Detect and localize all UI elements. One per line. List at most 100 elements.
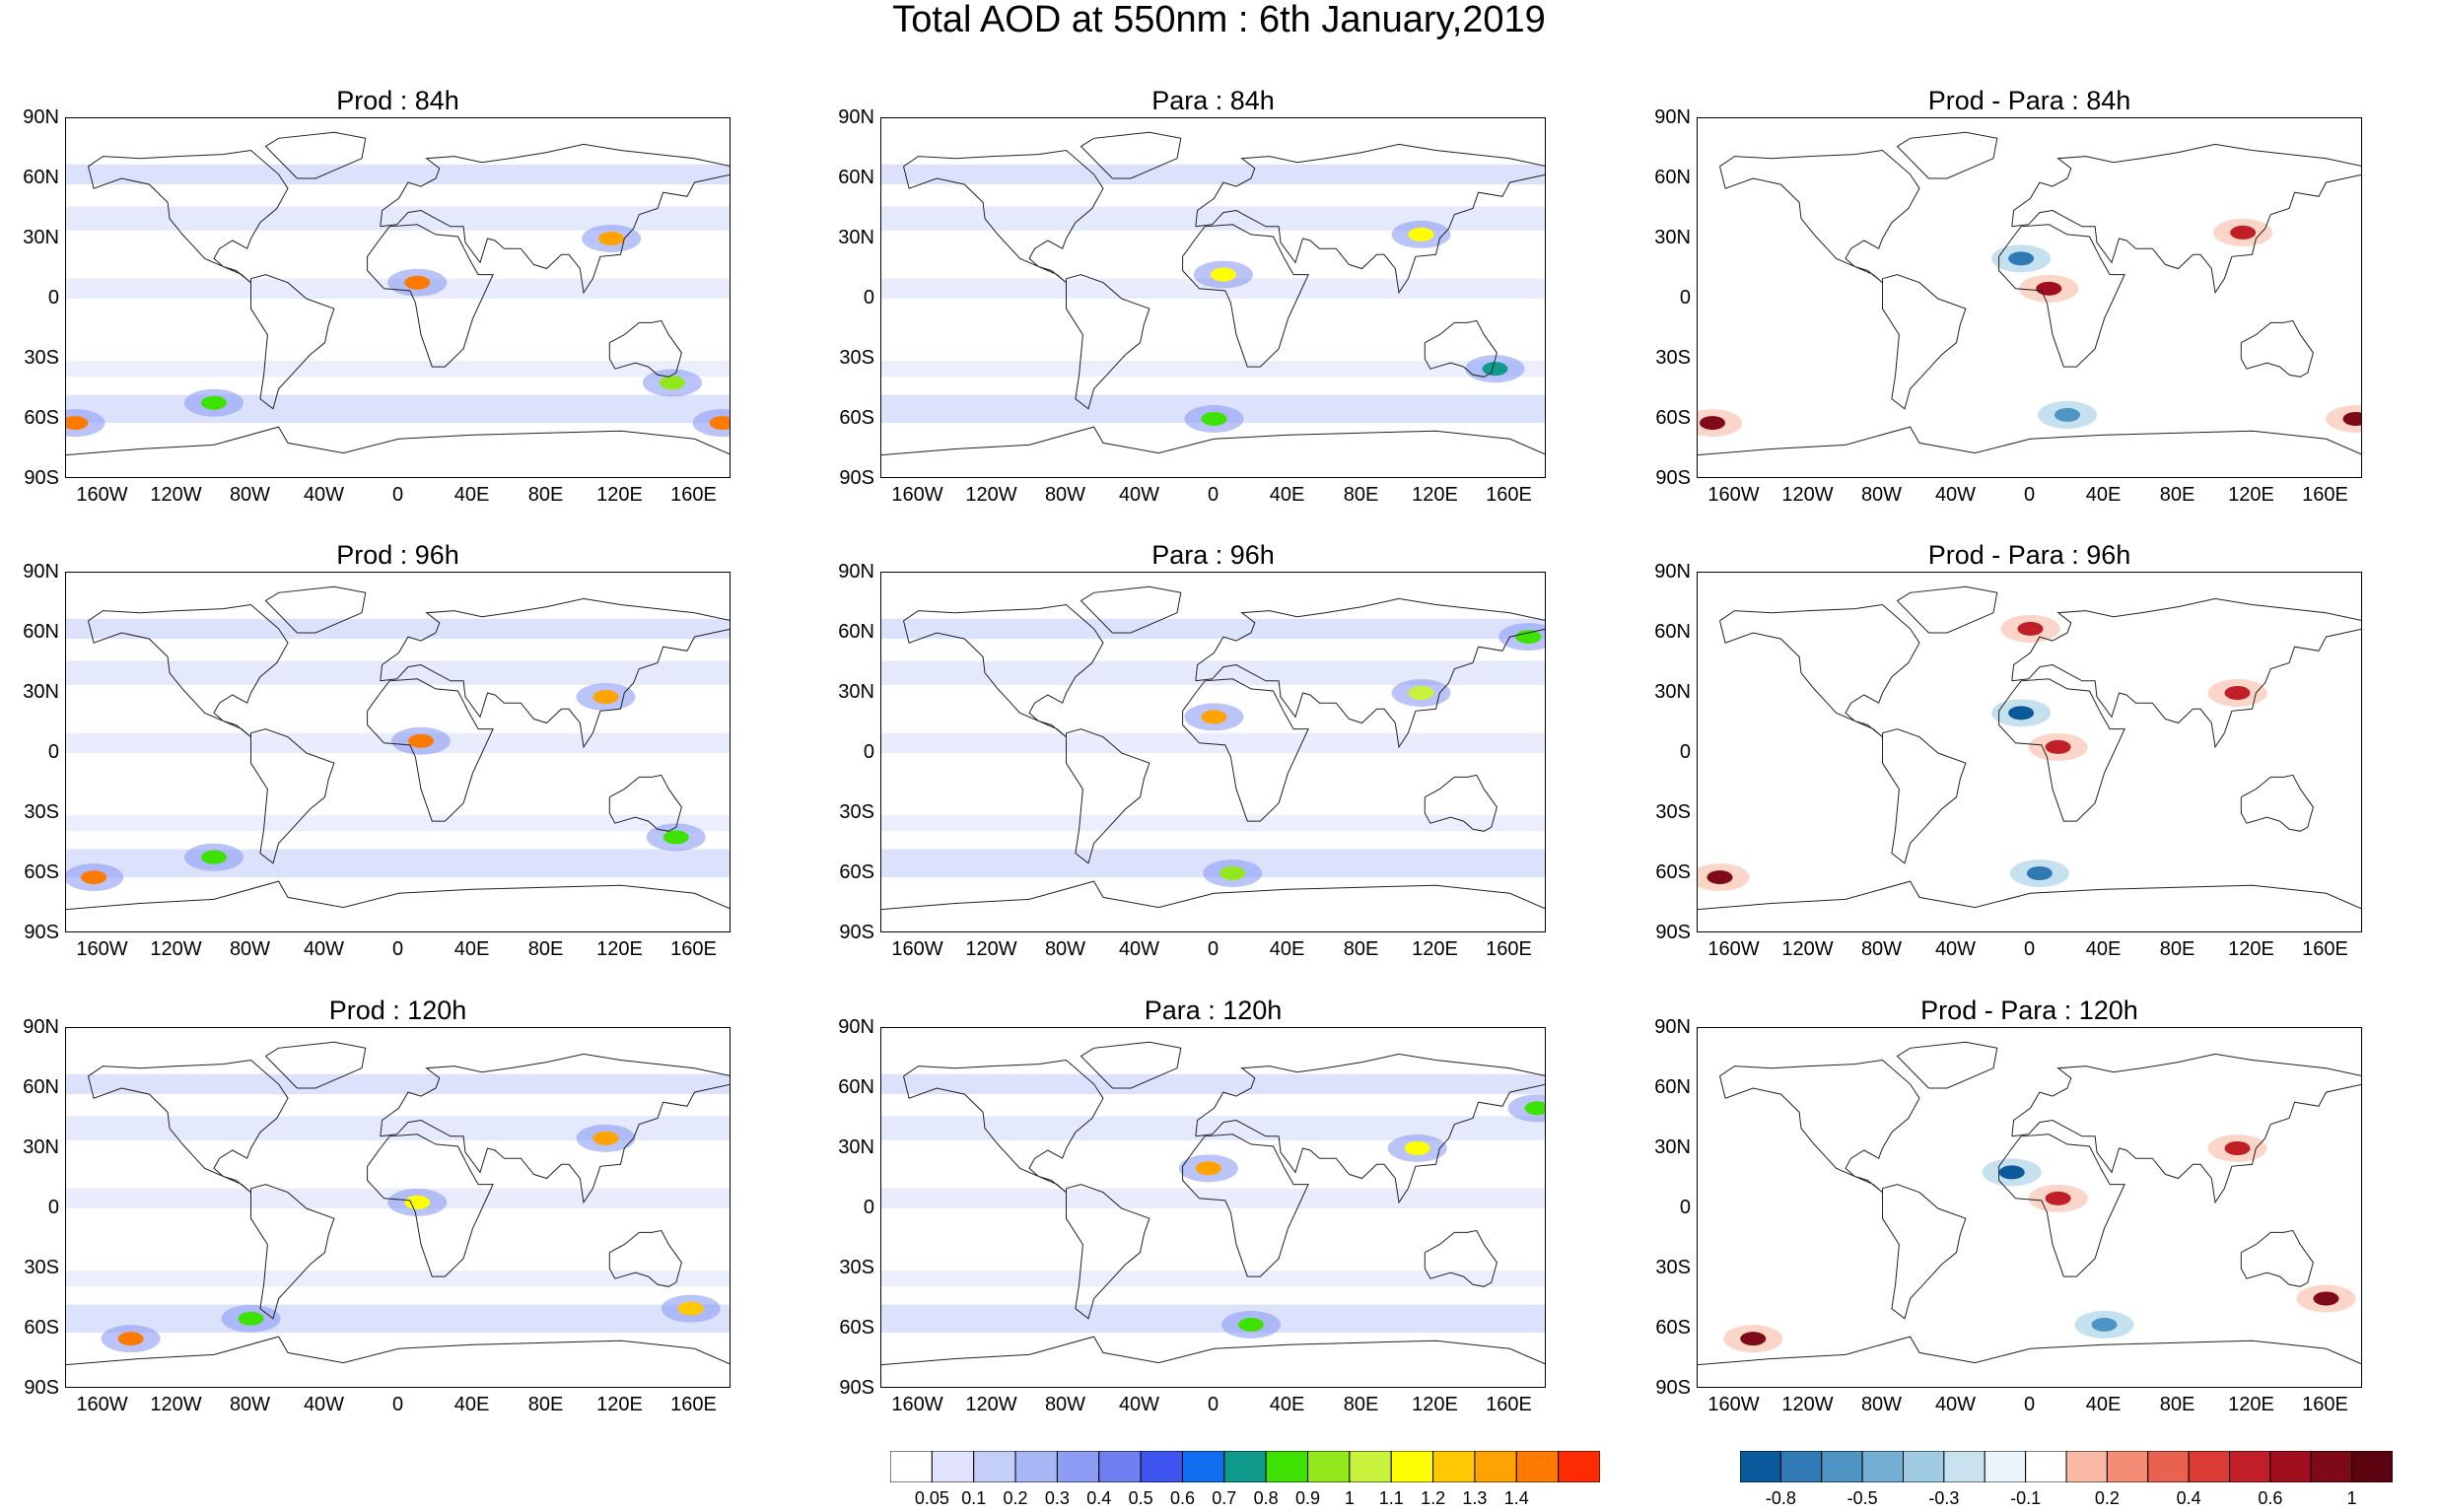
- coastline-africa: [1998, 1134, 2125, 1277]
- lon-tick-label: 120W: [965, 938, 1017, 960]
- colorbar-label: 0.4: [2176, 1488, 2201, 1508]
- feature-ne-pacific: [1524, 1101, 1545, 1116]
- feature-east-china: [592, 690, 619, 705]
- aod-background-band: [881, 1073, 1545, 1095]
- coastline-australia: [2240, 774, 2314, 832]
- colorbar-swatch: [1140, 1450, 1183, 1483]
- colorbar-label: 0.6: [2258, 1488, 2283, 1508]
- lat-tick-label: 0: [47, 287, 59, 309]
- lon-tick-label: 160W: [1707, 484, 1760, 506]
- lat-tick-label: 30S: [24, 1257, 59, 1278]
- lon-tick-label: 80W: [1044, 484, 1086, 506]
- coastline-greenland: [1080, 1041, 1182, 1089]
- lon-tick-label: 160E: [670, 938, 717, 960]
- map-plot: [1698, 1041, 2361, 1366]
- feature-west-africa: [408, 733, 434, 748]
- aod-background-band: [66, 815, 730, 832]
- feature-southern-ocean-155w-: [81, 870, 107, 885]
- coastline-greenland: [1896, 585, 1998, 634]
- lat-tick-label: 90S: [1655, 467, 1691, 489]
- lat-tick-label: 30N: [1654, 1136, 1691, 1158]
- panel-title: Prod : 96h: [336, 540, 459, 570]
- map-plot: [66, 585, 730, 911]
- feature-europe: [2017, 621, 2044, 636]
- feature-east-china: [598, 232, 625, 245]
- coastline-eurasia: [380, 1053, 730, 1204]
- lat-tick-label: 90S: [839, 922, 874, 943]
- lon-tick-label: 160W: [1707, 1394, 1760, 1415]
- lat-tick-label: 90S: [24, 922, 59, 943]
- coastline-north-america: [903, 603, 1104, 738]
- aod-background-band: [881, 1271, 1545, 1287]
- coastline-antarctica-edge: [881, 1336, 1545, 1366]
- feature-se-australia: [1482, 362, 1508, 377]
- feature-tasman-sea: [2313, 1291, 2339, 1306]
- colorbar-label: 0.7: [1212, 1488, 1237, 1508]
- feature-new-zealand-tasman: [677, 1301, 704, 1316]
- coastline-eurasia: [380, 597, 730, 749]
- lon-tick-label: 160E: [670, 1394, 717, 1415]
- feature-west-africa: [1210, 267, 1236, 282]
- lat-tick-label: 60N: [1654, 621, 1691, 643]
- feature-west-africa: [404, 275, 431, 290]
- aod-background-band: [881, 618, 1545, 640]
- colorbar-label: 1.1: [1378, 1488, 1404, 1508]
- coastline-north-america: [88, 603, 289, 738]
- lon-tick-label: 80W: [1860, 1394, 1903, 1415]
- feature-sahara: [1998, 1165, 2025, 1180]
- feature-central-africa: [2045, 1191, 2071, 1205]
- lon-tick-label: 160W: [76, 1394, 128, 1415]
- lon-tick-label: 160W: [891, 938, 943, 960]
- lat-tick-label: 90S: [839, 1377, 874, 1399]
- feature-southern-ocean-0-: [1201, 412, 1227, 426]
- lat-tick-label: 30N: [23, 681, 59, 703]
- lat-tick-label: 60N: [1654, 167, 1691, 188]
- lat-tick-label: 30N: [838, 1136, 874, 1158]
- feature-central-africa: [404, 1195, 431, 1209]
- feature-southern-ocean-20e-: [1238, 1317, 1264, 1332]
- lon-tick-label: 160E: [2302, 1394, 2348, 1415]
- lon-tick-label: 80E: [2159, 484, 2195, 506]
- lon-tick-label: 160E: [2302, 484, 2348, 506]
- coastline-africa: [1182, 1134, 1309, 1277]
- feature-southern-ocean-100w-: [201, 850, 227, 864]
- lon-tick-label: 80W: [229, 1394, 271, 1415]
- lon-tick-label: 160E: [670, 484, 717, 506]
- colorbar-swatch: [2351, 1450, 2394, 1483]
- lat-tick-label: 90S: [24, 467, 59, 489]
- map-plot: [66, 131, 730, 456]
- colorbar-swatches: [1739, 1450, 2394, 1483]
- lon-tick-label: 120W: [965, 1394, 1017, 1415]
- coastline-south-america: [1066, 274, 1150, 410]
- colorbar-swatch: [1307, 1450, 1351, 1483]
- lat-tick-label: 0: [1679, 287, 1691, 309]
- lon-tick-label: 40W: [1118, 938, 1160, 960]
- lon-tick-label: 80W: [229, 484, 271, 506]
- feature-east-china: [1404, 1141, 1430, 1155]
- coastline-eurasia: [2011, 597, 2361, 749]
- coastline-south-america: [1066, 728, 1150, 864]
- map-panel: Para : 96h 90N 60N 30N 0 30S 60S 90S 160W 120W 80W…: [815, 538, 1546, 960]
- feature-southern-ocean-150w-: [1740, 1332, 1767, 1346]
- colorbar-label: 0.9: [1295, 1488, 1321, 1508]
- coastline-antarctica-edge: [881, 426, 1545, 456]
- coastline-antarctica-edge: [1698, 880, 2361, 911]
- colorbar-swatch: [1056, 1450, 1100, 1483]
- colorbar-label: 0.2: [2094, 1488, 2120, 1508]
- colorbar-swatch: [1903, 1450, 1945, 1483]
- lat-tick-label: 60S: [1655, 861, 1691, 883]
- lon-tick-label: 120E: [2228, 1394, 2274, 1415]
- lat-tick-label: 30S: [839, 347, 874, 369]
- feature-central-africa: [2045, 739, 2071, 754]
- lon-tick-label: 80W: [1044, 938, 1086, 960]
- feature-southern-ocean-100w-: [201, 395, 227, 410]
- aod-background-band: [881, 815, 1545, 832]
- lat-tick-label: 30N: [838, 227, 874, 248]
- lon-tick-label: 120W: [1781, 938, 1834, 960]
- panel-title: Prod - Para : 84h: [1927, 86, 2131, 115]
- lat-tick-label: 0: [863, 1197, 874, 1218]
- feature-east-china: [592, 1131, 619, 1145]
- coastline-south-america: [1882, 1184, 1967, 1320]
- lat-tick-label: 60N: [23, 1076, 59, 1098]
- lat-tick-label: 0: [1679, 741, 1691, 763]
